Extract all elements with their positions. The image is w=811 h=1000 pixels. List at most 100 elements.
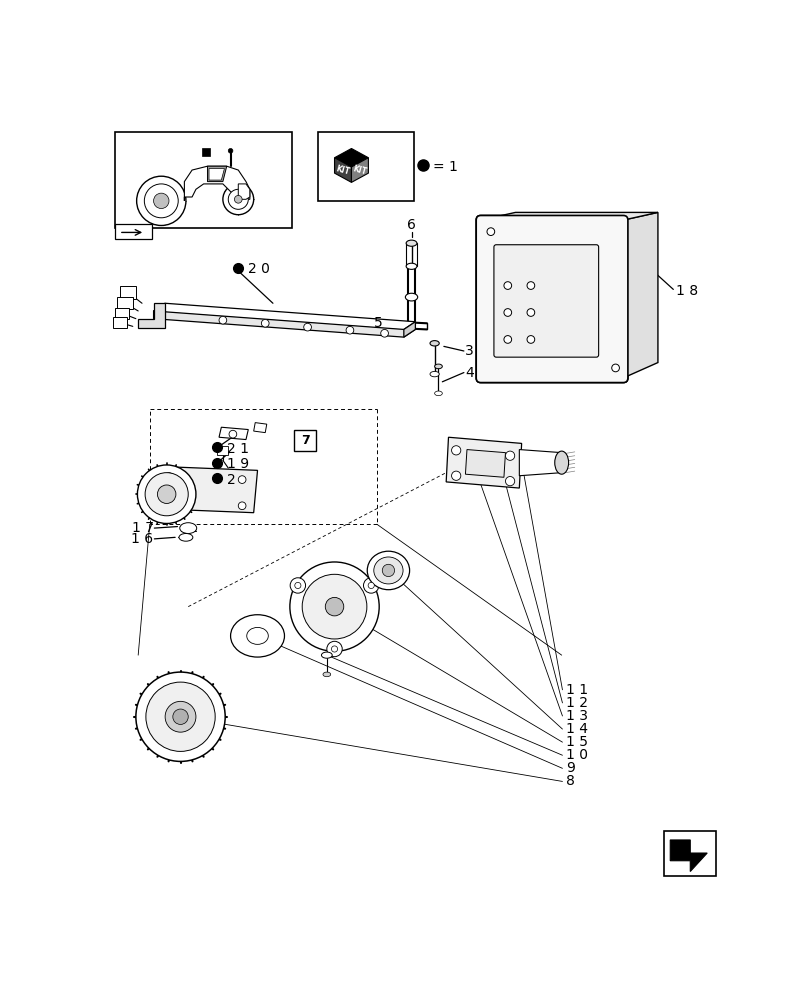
Circle shape — [363, 578, 379, 593]
Polygon shape — [157, 466, 257, 513]
Circle shape — [234, 195, 242, 203]
Circle shape — [229, 430, 237, 438]
Ellipse shape — [230, 615, 284, 657]
Ellipse shape — [430, 371, 439, 377]
Polygon shape — [153, 303, 165, 319]
Bar — [294, 430, 315, 451]
Polygon shape — [465, 450, 504, 477]
Polygon shape — [623, 212, 657, 378]
Bar — [317, 132, 414, 201]
Circle shape — [137, 465, 195, 523]
Circle shape — [451, 446, 461, 455]
Text: 1 2: 1 2 — [565, 696, 588, 710]
Polygon shape — [202, 148, 209, 156]
Ellipse shape — [179, 523, 196, 533]
Circle shape — [302, 574, 367, 639]
Text: 6: 6 — [406, 218, 415, 232]
FancyBboxPatch shape — [475, 215, 627, 383]
Circle shape — [165, 473, 173, 480]
Circle shape — [153, 193, 169, 209]
Bar — [120, 286, 135, 299]
Bar — [663, 831, 715, 876]
Text: 1 3: 1 3 — [565, 709, 588, 723]
Circle shape — [327, 641, 341, 657]
Circle shape — [173, 709, 188, 724]
Circle shape — [504, 477, 514, 486]
Bar — [118, 297, 133, 309]
Ellipse shape — [434, 364, 442, 369]
Polygon shape — [138, 303, 165, 328]
Bar — [113, 317, 127, 328]
Circle shape — [228, 148, 233, 153]
Text: 2: 2 — [226, 473, 235, 487]
Bar — [217, 446, 228, 455]
Circle shape — [487, 228, 494, 235]
Text: 1 1: 1 1 — [565, 683, 588, 697]
Ellipse shape — [373, 557, 402, 584]
Ellipse shape — [430, 341, 439, 346]
Ellipse shape — [434, 391, 442, 396]
Circle shape — [331, 646, 337, 652]
Circle shape — [165, 499, 173, 507]
Circle shape — [146, 682, 215, 751]
Text: 9: 9 — [565, 761, 574, 775]
Ellipse shape — [321, 652, 332, 658]
Polygon shape — [219, 427, 248, 440]
Circle shape — [303, 323, 311, 331]
Text: 2 1: 2 1 — [226, 442, 248, 456]
Polygon shape — [208, 169, 224, 180]
Circle shape — [261, 319, 268, 327]
Text: 5: 5 — [374, 316, 383, 330]
Text: KIT: KIT — [351, 164, 367, 176]
Text: 1 0: 1 0 — [565, 748, 588, 762]
Text: 3: 3 — [465, 344, 474, 358]
Text: = 1: = 1 — [432, 160, 457, 174]
Ellipse shape — [178, 533, 193, 541]
Ellipse shape — [554, 451, 568, 474]
Polygon shape — [334, 158, 351, 182]
Polygon shape — [445, 437, 521, 488]
Bar — [115, 132, 292, 228]
Polygon shape — [153, 311, 415, 337]
Circle shape — [238, 476, 246, 483]
FancyBboxPatch shape — [493, 245, 598, 357]
Text: 8: 8 — [565, 774, 574, 788]
Text: 1 6: 1 6 — [131, 532, 153, 546]
Circle shape — [290, 562, 379, 651]
Text: 4: 4 — [465, 366, 474, 380]
Circle shape — [228, 189, 248, 209]
Circle shape — [345, 326, 354, 334]
Ellipse shape — [405, 293, 417, 301]
Circle shape — [290, 578, 305, 593]
Polygon shape — [238, 184, 250, 199]
Circle shape — [135, 672, 225, 761]
Circle shape — [526, 309, 534, 316]
Text: 1 7: 1 7 — [131, 521, 153, 535]
Circle shape — [611, 364, 619, 372]
Circle shape — [294, 582, 301, 589]
Circle shape — [380, 329, 388, 337]
Ellipse shape — [406, 240, 416, 246]
Circle shape — [367, 582, 374, 589]
Polygon shape — [403, 322, 415, 337]
Circle shape — [238, 502, 246, 510]
Polygon shape — [519, 450, 561, 476]
Circle shape — [145, 473, 188, 516]
Circle shape — [526, 282, 534, 289]
FancyBboxPatch shape — [475, 215, 627, 383]
Polygon shape — [208, 166, 226, 182]
Text: 1 5: 1 5 — [565, 735, 588, 749]
Polygon shape — [669, 840, 706, 872]
Text: 1 4: 1 4 — [565, 722, 588, 736]
Circle shape — [504, 451, 514, 460]
Circle shape — [504, 282, 511, 289]
Polygon shape — [480, 212, 657, 220]
Text: KIT: KIT — [335, 164, 350, 176]
Ellipse shape — [247, 627, 268, 644]
Circle shape — [157, 485, 176, 503]
Polygon shape — [253, 423, 267, 433]
Circle shape — [136, 176, 186, 225]
Circle shape — [504, 336, 511, 343]
Polygon shape — [334, 148, 368, 167]
Polygon shape — [184, 166, 250, 201]
